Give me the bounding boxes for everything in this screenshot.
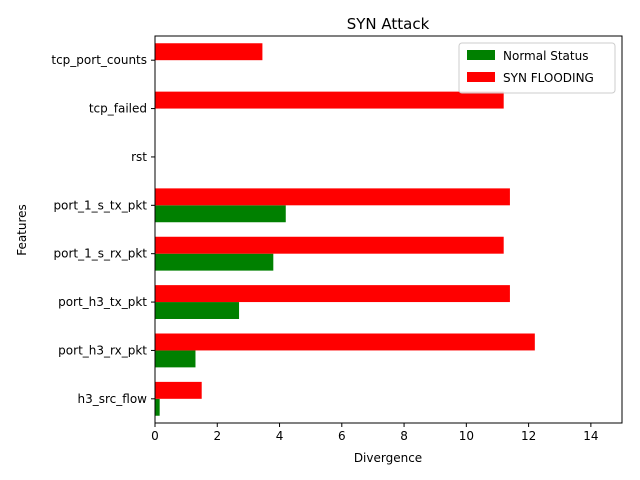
- x-tick-label: 14: [583, 429, 598, 443]
- y-tick-label: h3_src_flow: [78, 392, 148, 406]
- bar-normal-status-port_h3_rx_pkt: [155, 350, 196, 368]
- bar-normal-status-port_h3_tx_pkt: [155, 302, 240, 319]
- bar-syn-flooding-tcp_failed: [155, 91, 504, 109]
- legend-swatch-syn-flooding: [467, 72, 495, 82]
- plot-frame: [154, 35, 623, 424]
- legend: Normal Status SYN FLOODING: [458, 42, 616, 94]
- y-tick-label: tcp_failed: [89, 102, 147, 116]
- x-tick-label: 6: [338, 429, 346, 443]
- bar-syn-flooding-tcp_port_counts: [155, 43, 263, 61]
- bar-normal-status-h3_src_flow: [155, 398, 160, 416]
- x-tick-label: 4: [276, 429, 284, 443]
- legend-box: [458, 42, 616, 94]
- x-tick-label: 0: [151, 429, 159, 443]
- legend-label-syn-flooding: SYN FLOODING: [503, 71, 594, 85]
- legend-label-normal-status: Normal Status: [503, 49, 588, 63]
- axes-group: 0 2 4 6 8 10 12 14 h3_src_flow port_h3_rx_pkt port…: [51, 35, 623, 443]
- x-tick-label: 12: [521, 429, 536, 443]
- x-axis-label: Divergence: [354, 451, 422, 465]
- y-tick-label: rst: [131, 150, 147, 164]
- y-tick-label: port_h3_rx_pkt: [58, 343, 147, 357]
- bar-syn-flooding-port_h3_tx_pkt: [155, 285, 510, 303]
- x-tick-label: 10: [459, 429, 474, 443]
- y-tick-label: tcp_port_counts: [51, 53, 147, 67]
- bar-syn-flooding-h3_src_flow: [155, 381, 202, 399]
- bar-syn-flooding-port_h3_rx_pkt: [155, 333, 535, 351]
- y-tick-label: port_1_s_rx_pkt: [54, 247, 148, 261]
- bar-syn-flooding-port_1_s_rx_pkt: [155, 236, 504, 254]
- legend-swatch-normal-status: [467, 50, 495, 60]
- bar-normal-status-port_1_s_rx_pkt: [155, 253, 274, 271]
- y-axis-label: Features: [15, 204, 29, 256]
- bar-normal-status-port_1_s_tx_pkt: [155, 205, 286, 223]
- x-tick-label: 8: [400, 429, 408, 443]
- bar-syn-flooding-port_1_s_tx_pkt: [155, 188, 510, 206]
- bars-group: [155, 43, 535, 416]
- y-tick-label: port_1_s_tx_pkt: [53, 198, 147, 212]
- x-tick-label: 2: [213, 429, 221, 443]
- chart-title: SYN Attack: [347, 15, 430, 33]
- y-tick-label: port_h3_tx_pkt: [58, 295, 147, 309]
